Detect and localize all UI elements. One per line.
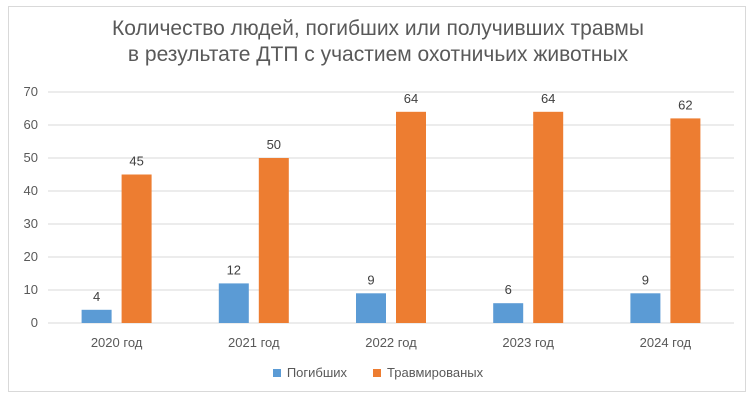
- legend-swatch-injured: [373, 368, 382, 377]
- x-tick-label-2: 2022 год: [365, 335, 417, 350]
- data-label-deaths-4: 9: [642, 272, 649, 287]
- y-tick-label-60: 60: [24, 117, 38, 132]
- data-label-deaths-3: 6: [505, 282, 512, 297]
- bar-deaths-4: [630, 293, 661, 323]
- x-tick-label-3: 2023 год: [502, 335, 554, 350]
- legend-item-injured: Травмированых: [373, 365, 483, 380]
- legend-label-injured: Травмированых: [387, 365, 484, 380]
- data-label-injured-4: 62: [678, 97, 692, 112]
- data-label-deaths-1: 12: [227, 262, 241, 277]
- bar-deaths-0: [81, 309, 112, 323]
- legend-swatch-deaths: [272, 368, 281, 377]
- data-label-injured-3: 64: [541, 91, 555, 106]
- bar-deaths-1: [218, 283, 249, 323]
- chart-title: Количество людей, погибших или получивши…: [0, 16, 756, 68]
- chart-title-line-1: Количество людей, погибших или получивши…: [112, 17, 644, 40]
- bar-injured-2: [396, 111, 426, 323]
- bar-injured-1: [258, 158, 289, 323]
- x-tick-label-0: 2020 год: [91, 335, 143, 350]
- data-label-deaths-0: 4: [93, 289, 100, 304]
- data-label-injured-0: 45: [129, 154, 143, 169]
- bar-deaths-3: [493, 303, 524, 323]
- legend-label-deaths: Погибших: [286, 365, 348, 380]
- y-tick-label-70: 70: [24, 84, 38, 99]
- bar-deaths-2: [356, 293, 386, 323]
- bar-injured-0: [121, 174, 152, 323]
- chart-title-line-2: в результате ДТП с участием охотничьих ж…: [127, 43, 629, 66]
- y-tick-label-30: 30: [24, 216, 38, 231]
- data-label-deaths-2: 9: [367, 272, 374, 287]
- bar-injured-3: [533, 111, 564, 323]
- y-tick-label-20: 20: [24, 249, 38, 264]
- data-label-injured-2: 64: [404, 91, 418, 106]
- y-tick-label-50: 50: [24, 150, 38, 165]
- x-tick-label-4: 2024 год: [640, 335, 692, 350]
- y-tick-label-10: 10: [24, 282, 38, 297]
- bar-injured-4: [670, 118, 701, 324]
- y-tick-label-0: 0: [31, 315, 38, 330]
- chart-legend: Погибших Травмированых: [0, 365, 756, 380]
- x-tick-label-1: 2021 год: [228, 335, 280, 350]
- y-tick-label-40: 40: [24, 183, 38, 198]
- legend-item-deaths: Погибших: [272, 365, 348, 380]
- data-label-injured-1: 50: [267, 137, 281, 152]
